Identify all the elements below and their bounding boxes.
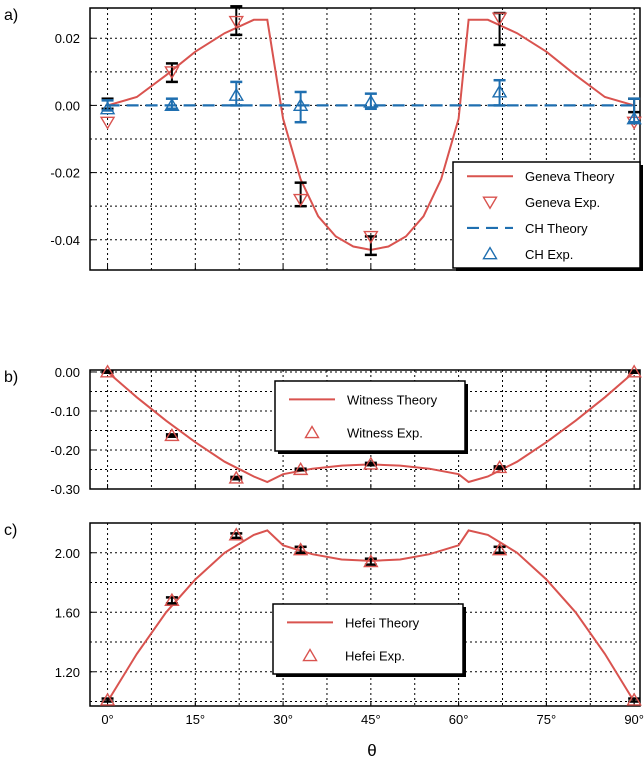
data-point (164, 592, 180, 606)
data-point (292, 193, 309, 208)
panel-2: b) 0.00 -0.10 -0.20 -0.30 Witness Theory Witne… (4, 364, 642, 497)
legend-label: Geneva Theory (525, 169, 615, 184)
panel-label: a) (4, 7, 18, 24)
x-tick-label: 30° (273, 712, 293, 727)
data-point (491, 459, 508, 474)
y-tick-label: 0.00 (55, 98, 80, 113)
data-point (99, 364, 116, 378)
data-point (292, 542, 309, 556)
data-point (363, 94, 379, 108)
legend-label: Hefei Theory (345, 615, 420, 630)
y-tick-label: 1.60 (55, 605, 80, 620)
data-point (99, 101, 116, 115)
data-point (363, 230, 379, 244)
data-point (626, 692, 642, 706)
data-point (626, 111, 642, 125)
legend-label: CH Exp. (525, 247, 573, 262)
x-tick-label: 0° (101, 712, 113, 727)
x-axis-label: θ (367, 741, 376, 760)
y-tick-label: 0.00 (55, 365, 80, 380)
legend (274, 380, 466, 452)
data-point (228, 15, 245, 29)
legend (452, 161, 641, 269)
panel-3: c) 2.00 1.60 1.20 0° 15° 30° 45° 60° 75° 90° Hefei … (4, 522, 644, 727)
plot-frame (89, 7, 641, 271)
x-tick-label: 75° (537, 712, 557, 727)
data-point (292, 97, 309, 111)
data-point (228, 87, 245, 101)
y-tick-label: -0.30 (50, 482, 80, 497)
x-tick-label: 90° (624, 712, 644, 727)
y-tick-label: -0.04 (50, 233, 80, 248)
x-tick-label: 15° (185, 712, 205, 727)
legend-label: Geneva Exp. (525, 195, 600, 210)
data-point (99, 692, 116, 706)
data-point (228, 527, 245, 541)
x-tick-label: 60° (449, 712, 469, 727)
y-tick-label: 0.02 (55, 31, 80, 46)
data-point (363, 456, 379, 470)
legend-label: CH Theory (525, 221, 588, 236)
y-tick-label: 2.00 (55, 546, 80, 561)
legend-label: Hefei Exp. (345, 649, 405, 664)
data-point (164, 66, 180, 80)
panel-label: b) (4, 369, 18, 386)
plot-frame (89, 522, 641, 707)
data-point (164, 427, 180, 442)
data-point (491, 12, 508, 26)
y-tick-label: -0.20 (50, 443, 80, 458)
data-point (164, 97, 180, 111)
legend-swatch (302, 648, 318, 662)
y-tick-label: -0.02 (50, 166, 80, 181)
legend-swatch (482, 246, 498, 260)
data-point (363, 554, 379, 568)
legend-label: Witness Theory (347, 392, 438, 407)
legend-swatch (482, 196, 498, 210)
y-tick-label: 1.20 (55, 665, 80, 680)
x-tick-label: 45° (361, 712, 381, 727)
panel-1: a) 0.02 0.00 -0.02 -0.04 Geneva Theory Geneva … (4, 5, 643, 271)
data-point (99, 116, 116, 130)
panel-label: c) (4, 522, 17, 539)
data-point (228, 470, 245, 484)
legend-swatch (304, 425, 320, 439)
legend (272, 603, 464, 675)
data-point (626, 364, 642, 378)
legend-label: Witness Exp. (347, 426, 423, 441)
data-point (491, 84, 508, 98)
data-point (292, 461, 309, 476)
y-tick-label: -0.10 (50, 404, 80, 419)
plot-frame (89, 369, 641, 490)
data-point (491, 542, 508, 556)
